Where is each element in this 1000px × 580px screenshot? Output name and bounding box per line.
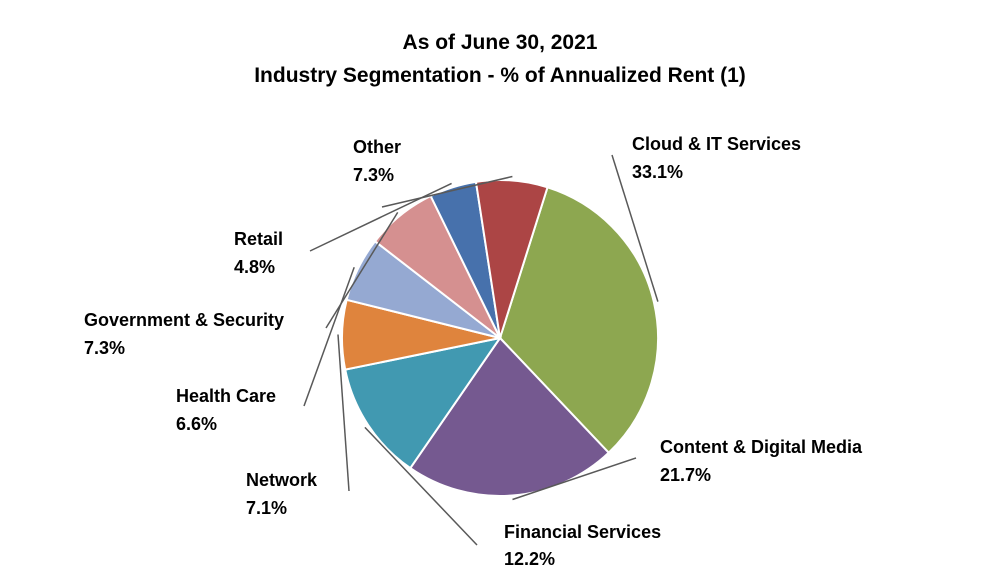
value-cloud: 33.1%	[632, 162, 683, 182]
pie-slices	[341, 179, 659, 497]
leader-financial	[364, 426, 478, 546]
label-cloud: Cloud & IT Services	[632, 134, 801, 154]
label-financial: Financial Services	[504, 522, 661, 542]
chart-subtitle: Industry Segmentation - % of Annualized …	[254, 64, 746, 87]
value-retail: 4.8%	[234, 257, 275, 277]
slice-content	[408, 336, 611, 497]
label-network: Network	[246, 470, 318, 490]
leader-content	[512, 457, 637, 501]
value-content: 21.7%	[660, 465, 711, 485]
leader-cloud	[611, 154, 659, 302]
label-other: Other	[353, 137, 401, 157]
label-content: Content & Digital Media	[660, 437, 863, 457]
chart-title: As of June 30, 2021	[402, 31, 598, 54]
value-health: 6.6%	[176, 414, 217, 434]
label-gov: Government & Security	[84, 310, 284, 330]
value-network: 7.1%	[246, 498, 287, 518]
leader-gov	[325, 212, 399, 329]
leader-retail	[309, 182, 452, 252]
leader-network	[337, 334, 350, 492]
leader-health	[303, 267, 355, 407]
label-retail: Retail	[234, 229, 283, 249]
value-gov: 7.3%	[84, 338, 125, 358]
label-health: Health Care	[176, 386, 276, 406]
value-other: 7.3%	[353, 165, 394, 185]
slice-cloud	[498, 186, 659, 455]
slice-financial	[344, 336, 503, 470]
leader-lines	[303, 154, 659, 546]
slice-other	[474, 179, 549, 339]
value-financial: 12.2%	[504, 549, 555, 569]
leader-other	[381, 175, 513, 208]
